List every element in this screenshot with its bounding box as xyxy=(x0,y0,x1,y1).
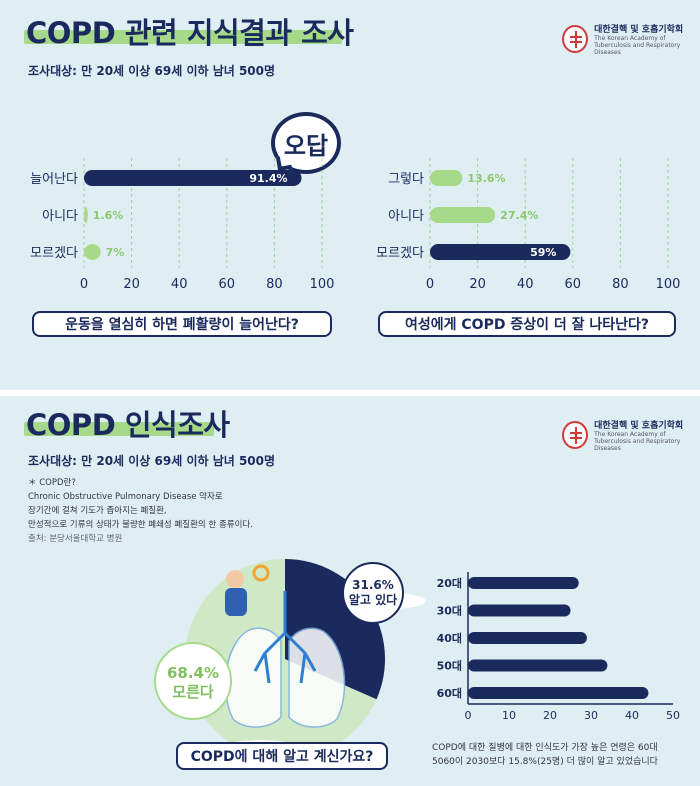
survey-subtitle: 조사대상: 만 20세 이상 69세 이하 남녀 500명 xyxy=(28,454,276,468)
age-label: 20대 xyxy=(437,576,462,590)
logo-en-1: The Korean Academy of xyxy=(594,431,666,438)
category-label: 모르겠다 xyxy=(30,246,78,261)
bar-value-label: 13.6% xyxy=(467,172,505,185)
copd-definition-source: 출처: 분당서울대학교 병원 xyxy=(28,534,123,544)
age-label: 60대 xyxy=(437,686,462,700)
x-tick-label: 80 xyxy=(266,277,283,292)
magnifier-icon xyxy=(252,564,270,582)
copd-definition-line-1: Chronic Obstructive Pulmonary Disease 약자… xyxy=(28,492,223,502)
bar xyxy=(430,244,571,260)
bar-value-label: 1.6% xyxy=(93,209,124,222)
category-label: 모르겠다 xyxy=(376,246,424,261)
age-bar xyxy=(468,659,608,672)
logo-name: 대한결핵 및 호흡기학회 xyxy=(594,25,684,35)
logo-en-1: The Korean Academy of xyxy=(594,35,666,42)
x-tick-label: 100 xyxy=(310,277,335,292)
x-tick-label: 0 xyxy=(465,709,472,722)
x-tick-label: 60 xyxy=(565,277,582,292)
age-label: 40대 xyxy=(437,631,462,645)
question-3-text: COPD에 대해 알고 계신가요? xyxy=(190,749,374,765)
unknown-percent-label: 68.4% xyxy=(167,664,219,682)
known-label-badge: 31.6% 알고 있다 xyxy=(342,562,404,624)
logo-en-2: Tuberculosis and Respiratory Diseases xyxy=(594,42,681,57)
known-category-label: 알고 있다 xyxy=(349,592,397,607)
academy-seal-icon xyxy=(562,25,589,54)
bar-value-label: 27.4% xyxy=(500,209,538,222)
question-box-1: 운동을 열심히 하면 폐활량이 늘어난다? xyxy=(32,311,332,337)
age-bar xyxy=(468,604,571,617)
copd-definition-title: ＊ COPD란? xyxy=(28,478,76,488)
x-tick-label: 40 xyxy=(625,709,639,722)
x-tick-label: 100 xyxy=(656,277,681,292)
age-label: 30대 xyxy=(437,604,462,618)
x-tick-label: 40 xyxy=(517,277,534,292)
known-percent-label: 31.6% xyxy=(352,578,394,592)
x-tick-label: 30 xyxy=(584,709,598,722)
copd-definition-line-2: 장기간에 걸쳐 기도가 좁아지는 폐질환, xyxy=(28,506,167,516)
chart-copd-women: 0 20 40 60 80 100 그렇다 13.6% 아니다 27.4% 모르겠다 59% xyxy=(376,158,681,292)
category-label: 그렇다 xyxy=(388,172,424,187)
section-title: COPD 인식조사 xyxy=(26,408,230,442)
doctor-head xyxy=(226,570,244,588)
age-footnote: COPD에 대한 질병에 대한 인식도가 가장 높은 연령은 60대 5060이… xyxy=(432,741,692,769)
page-title: COPD 관련 지식결과 조사 xyxy=(26,16,354,50)
unknown-label-badge: 68.4% 모른다 xyxy=(154,642,232,720)
age-bar xyxy=(468,632,587,644)
x-tick-label: 0 xyxy=(80,277,88,292)
age-bar xyxy=(468,687,649,699)
unknown-category-label: 모른다 xyxy=(172,683,214,701)
age-footnote-line-2: 5060이 2030보다 15.8%(25명) 더 많이 알고 있었습니다 xyxy=(432,757,658,767)
x-tick-label: 0 xyxy=(426,277,434,292)
age-footnote-line-1: COPD에 대한 질병에 대한 인식도가 가장 높은 연령은 60대 xyxy=(432,743,658,753)
x-tick-label: 20 xyxy=(469,277,486,292)
academy-logo: 대한결핵 및 호흡기학회 The Korean Academy of Tuber… xyxy=(562,418,700,453)
x-tick-label: 10 xyxy=(502,709,516,722)
logo-en-2: Tuberculosis and Respiratory Diseases xyxy=(594,438,681,453)
bar xyxy=(84,170,302,186)
category-label: 늘어난다 xyxy=(30,172,78,187)
question-box-2: 여성에게 COPD 증상이 더 잘 나타난다? xyxy=(378,311,676,337)
awareness-pie-chart: 31.6% 알고 있다 68.4% 모른다 xyxy=(154,559,426,759)
question-box-3: COPD에 대해 알고 계신가요? xyxy=(176,742,388,770)
academy-seal-icon xyxy=(562,421,589,450)
knowledge-survey-panel: COPD 관련 지식결과 조사 조사대상: 만 20세 이상 69세 이하 남녀… xyxy=(0,0,700,390)
x-tick-label: 60 xyxy=(219,277,236,292)
academy-logo: 대한결핵 및 호흡기학회 The Korean Academy of Tuber… xyxy=(562,22,700,57)
bar xyxy=(430,207,496,223)
chart-exercise-lung-capacity: 0 20 40 60 80 100 늘어난다 91.4% 아니다 1.6% 모르겠다 7% xyxy=(30,158,335,292)
bar xyxy=(430,170,463,186)
bar-value-label: 59% xyxy=(530,246,556,259)
category-label: 아니다 xyxy=(388,209,424,224)
survey-subtitle: 조사대상: 만 20세 이상 69세 이하 남녀 500명 xyxy=(28,64,276,78)
bar-value-label: 7% xyxy=(106,246,125,259)
bar xyxy=(84,207,88,223)
x-tick-label: 80 xyxy=(612,277,629,292)
bar-value-label: 91.4% xyxy=(249,172,287,185)
bar xyxy=(84,244,101,260)
x-tick-label: 20 xyxy=(543,709,557,722)
doctor-body xyxy=(225,588,247,616)
x-tick-label: 40 xyxy=(171,277,188,292)
awareness-survey-panel: COPD 인식조사 조사대상: 만 20세 이상 69세 이하 남녀 500명 … xyxy=(0,396,700,786)
copd-definition-line-3: 만성적으로 기류의 상태가 불량한 폐쇄성 폐질환의 한 종류이다. xyxy=(28,520,253,530)
title-highlight xyxy=(24,30,342,44)
title-highlight xyxy=(24,422,214,436)
question-2-text: 여성에게 COPD 증상이 더 잘 나타난다? xyxy=(405,317,649,333)
x-tick-label: 50 xyxy=(666,709,680,722)
age-label: 50대 xyxy=(437,659,462,673)
wrong-answer-bubble: 오답 xyxy=(271,112,341,174)
logo-name: 대한결핵 및 호흡기학회 xyxy=(594,421,684,431)
age-bar xyxy=(468,577,579,589)
awareness-by-age-chart: 0 10 20 30 40 50 20대 30대 40대 50대 60대 xyxy=(437,572,680,722)
question-1-text: 운동을 열심히 하면 폐활량이 늘어난다? xyxy=(65,317,299,333)
category-label: 아니다 xyxy=(42,209,78,224)
lung-illustration xyxy=(224,564,346,728)
x-tick-label: 20 xyxy=(123,277,140,292)
wrong-answer-label: 오답 xyxy=(283,131,329,160)
